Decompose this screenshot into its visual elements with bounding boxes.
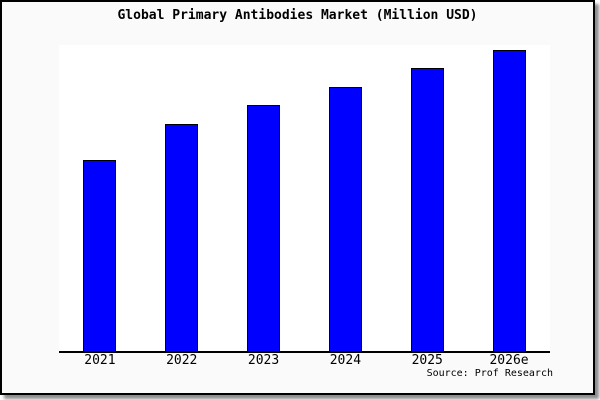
bar-2022 (165, 123, 199, 351)
bar-2024 (328, 86, 362, 351)
bar-slot (223, 45, 305, 351)
bar-2026e (492, 50, 526, 351)
x-tick-label-2025: 2025 (411, 353, 443, 368)
bar-2021 (83, 160, 117, 351)
bar-slot (59, 45, 141, 351)
x-tick-label-2021: 2021 (84, 353, 116, 368)
bar-slot (386, 45, 468, 351)
source-note: Source: Prof Research (426, 368, 553, 379)
bar-slot (468, 45, 550, 351)
x-tick-label-2024: 2024 (329, 353, 362, 368)
plot-area (59, 45, 550, 353)
bars-container (59, 45, 550, 351)
bar-slot (141, 45, 223, 351)
x-tick-label-2023: 2023 (247, 353, 280, 368)
bar-2023 (247, 105, 281, 351)
x-tick-label-2022: 2022 (166, 353, 198, 368)
chart-title: Global Primary Antibodies Market (Millio… (117, 8, 478, 23)
x-tick-label-2026e: 2026e (489, 353, 529, 368)
chart-frame: Global Primary Antibodies Market (Millio… (0, 0, 595, 395)
bar-2025 (410, 68, 444, 351)
x-axis-labels: 2021 2022 2023 2024 2025 2026e (59, 353, 550, 368)
bar-slot (304, 45, 386, 351)
